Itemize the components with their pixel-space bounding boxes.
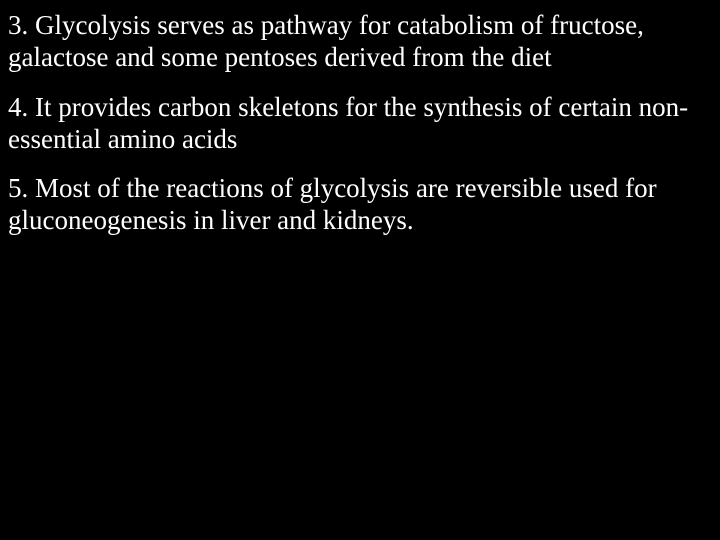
paragraph-5: 5. Most of the reactions of glycolysis a…	[8, 173, 712, 237]
paragraph-4: 4. It provides carbon skeletons for the …	[8, 92, 712, 156]
paragraph-3: 3. Glycolysis serves as pathway for cata…	[8, 10, 712, 74]
slide-content: 3. Glycolysis serves as pathway for cata…	[0, 0, 720, 265]
